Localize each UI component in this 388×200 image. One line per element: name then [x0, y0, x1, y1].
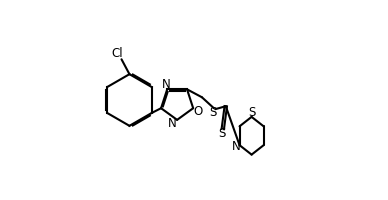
- Text: S: S: [248, 106, 255, 119]
- Text: S: S: [209, 106, 217, 119]
- Text: N: N: [162, 78, 171, 91]
- Text: N: N: [232, 140, 240, 153]
- Text: Cl: Cl: [111, 47, 123, 60]
- Text: N: N: [168, 117, 177, 130]
- Text: O: O: [193, 105, 202, 118]
- Text: S: S: [218, 127, 225, 140]
